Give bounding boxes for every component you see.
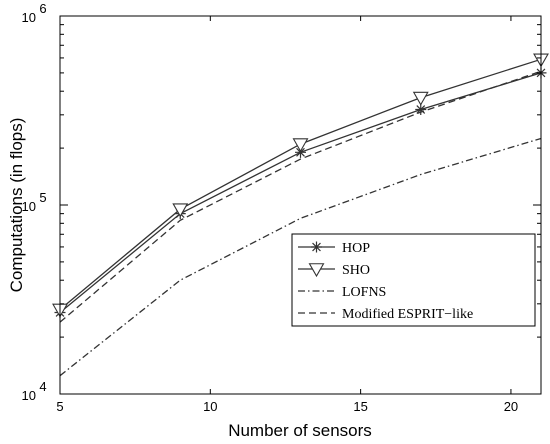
x-axis-label: Number of sensors (228, 421, 372, 440)
x-tick-label-2: 15 (353, 399, 367, 414)
x-tick-label-3: 20 (504, 399, 518, 414)
series-1-point-2 (292, 138, 309, 153)
series-line-3 (59, 70, 542, 323)
series-1-point-3 (412, 91, 429, 106)
series-0-point-2 (295, 146, 306, 158)
plot-background (60, 16, 541, 394)
y-tick-exponent-2: 6 (39, 1, 46, 16)
legend-marker-1 (308, 263, 325, 278)
y-tick-exponent-1: 5 (39, 190, 46, 205)
legend-label-1: SHO (342, 263, 370, 278)
series-2 (59, 137, 542, 377)
legend-label-3: Modified ESPRIT−like (342, 307, 473, 322)
series-line-2 (59, 137, 542, 377)
legend-label-2: LOFNS (342, 285, 386, 300)
x-tick-label-1: 10 (203, 399, 217, 414)
y-axis-label: Computations (in flops) (7, 118, 26, 293)
legend-label-0: HOP (342, 241, 370, 256)
series-3 (59, 70, 542, 323)
legend: HOP SHO LOFNS Modified ESPRIT−like (291, 233, 536, 327)
y-tick-label-0: 10 (22, 388, 36, 403)
y-tick-exponent-0: 4 (39, 379, 46, 394)
x-tick-label-0: 5 (56, 399, 63, 414)
series-1 (52, 53, 549, 318)
y-tick-label-2: 10 (22, 10, 36, 25)
legend-marker-0 (311, 241, 322, 253)
series-0-point-3 (415, 104, 427, 116)
legend-box (291, 233, 536, 327)
y-tick-label-1: 10 (22, 199, 36, 214)
series-1-point-1 (172, 203, 189, 218)
series-layer (52, 53, 549, 377)
